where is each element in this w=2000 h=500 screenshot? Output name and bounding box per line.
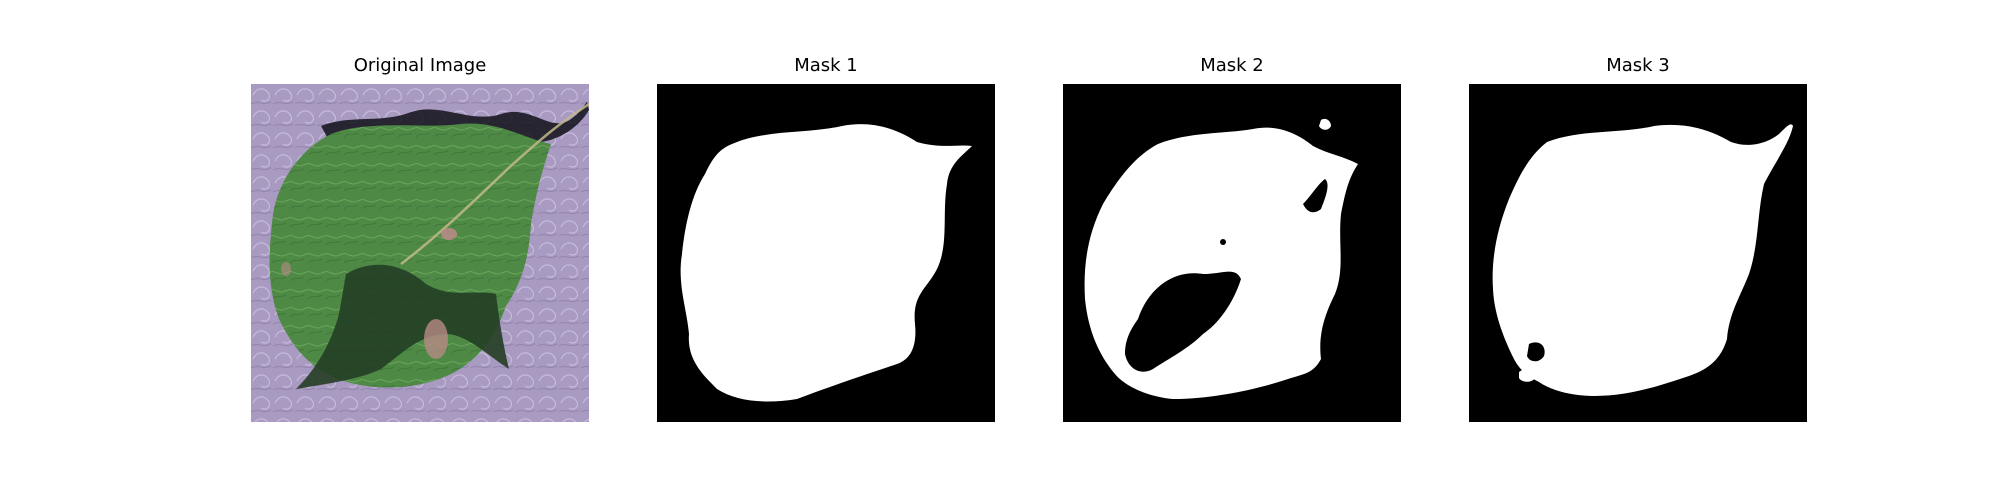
panel-title: Mask 2 — [1063, 55, 1401, 77]
original-leaf-image — [251, 84, 589, 422]
panel-mask-2: Mask 2 — [1063, 55, 1401, 422]
panel-mask-3: Mask 3 — [1469, 55, 1807, 422]
panel-title: Mask 3 — [1469, 55, 1807, 77]
mask-2-image — [1063, 84, 1401, 422]
mask-1-image — [657, 84, 995, 422]
panel-title: Mask 1 — [657, 55, 995, 77]
panel-title: Original Image — [251, 55, 589, 77]
panel-original-image: Original Image — [251, 55, 589, 422]
panel-mask-1: Mask 1 — [657, 55, 995, 422]
mask-3-image — [1469, 84, 1807, 422]
